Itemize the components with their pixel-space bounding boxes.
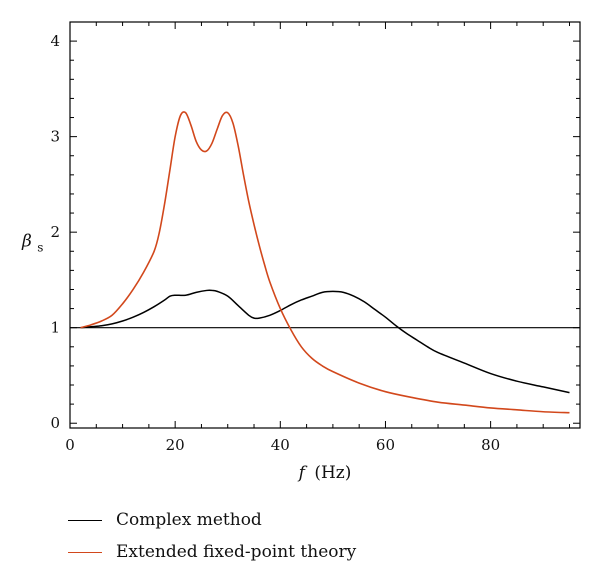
legend-item-complex-method: Complex method bbox=[68, 504, 356, 536]
legend-label-complex-method: Complex method bbox=[116, 510, 262, 530]
x-axis-ticks: 0 20 40 60 80 bbox=[65, 22, 570, 454]
x-tick-label: 60 bbox=[376, 436, 395, 454]
x-tick-label: 0 bbox=[65, 436, 75, 454]
y-tick-label: 2 bbox=[50, 223, 60, 241]
x-axis-title-variable: f bbox=[297, 463, 308, 483]
legend-item-extended-fixed-point-theory: Extended fixed-point theory bbox=[68, 536, 356, 568]
y-tick-label: 1 bbox=[50, 319, 60, 337]
x-tick-label: 80 bbox=[481, 436, 500, 454]
y-axis-title: β s bbox=[21, 231, 43, 254]
legend: Complex method Extended fixed-point theo… bbox=[68, 504, 356, 568]
y-axis-ticks: 0 1 2 3 4 bbox=[50, 32, 580, 432]
x-axis-title-unit: (Hz) bbox=[314, 463, 351, 483]
legend-swatch-extended-fixed-point-theory bbox=[68, 551, 102, 553]
legend-label-extended-fixed-point-theory: Extended fixed-point theory bbox=[116, 542, 357, 562]
x-tick-label: 20 bbox=[166, 436, 185, 454]
y-tick-label: 0 bbox=[50, 414, 60, 432]
x-axis-title: f (Hz) bbox=[297, 463, 352, 483]
y-tick-label: 3 bbox=[50, 128, 60, 146]
x-tick-label: 40 bbox=[271, 436, 290, 454]
y-axis-title-subscript: s bbox=[37, 240, 43, 254]
y-tick-label: 4 bbox=[50, 32, 60, 50]
legend-swatch-complex-method bbox=[68, 519, 102, 521]
series-line-complex-method bbox=[80, 289, 570, 394]
series-line-extended-fixed-point-theory bbox=[80, 111, 570, 414]
plot-frame bbox=[69, 21, 581, 429]
y-axis-title-symbol: β bbox=[21, 231, 32, 251]
